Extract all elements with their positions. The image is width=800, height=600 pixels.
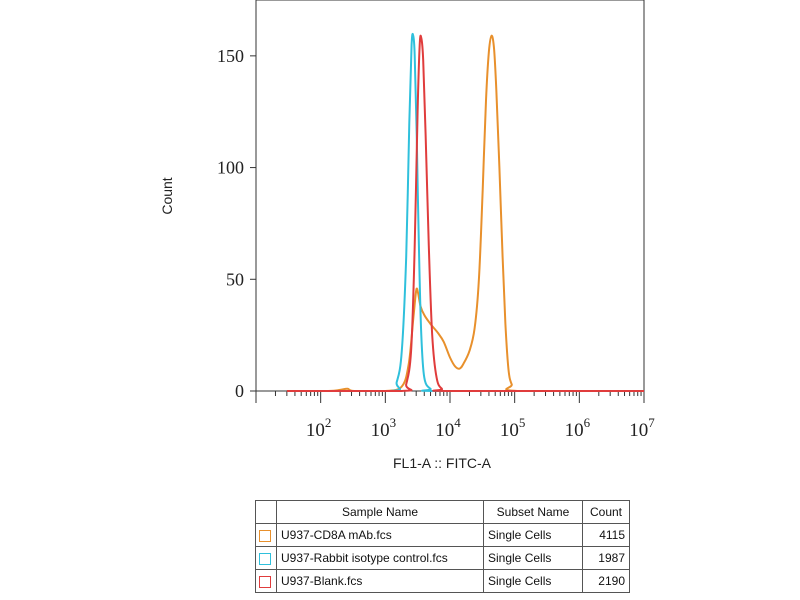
legend-header-subset-name: Subset Name	[483, 500, 583, 524]
y-tick-label: 50	[226, 269, 244, 289]
x-tick-label: 106	[565, 415, 591, 441]
y-axis: 0 50 100 150	[217, 46, 256, 401]
legend-header-row: Sample Name Subset Name Count	[255, 500, 630, 524]
color-swatch-icon	[259, 575, 271, 588]
sample-legend-table: Sample Name Subset Name Count U937-CD8A …	[255, 500, 630, 593]
y-tick-label: 100	[217, 158, 244, 178]
x-tick-label: 102	[306, 415, 332, 441]
legend-header-swatch	[255, 500, 277, 524]
plot-area-frame	[255, 0, 645, 392]
x-tick-label: 107	[629, 415, 655, 441]
y-tick-label: 150	[217, 46, 244, 66]
color-swatch-icon	[259, 529, 271, 542]
series-layer	[286, 32, 644, 393]
legend-subset-name: Single Cells	[483, 523, 583, 547]
y-tick-label: 0	[235, 381, 244, 401]
legend-swatch-cell	[255, 523, 277, 547]
legend-row: U937-Blank.fcs Single Cells 2190	[255, 569, 630, 593]
legend-count: 4115	[582, 523, 630, 547]
legend-swatch-cell	[255, 569, 277, 593]
legend-header-count: Count	[582, 500, 630, 524]
series-line-0	[286, 34, 644, 393]
legend-swatch-cell	[255, 546, 277, 570]
legend-subset-name: Single Cells	[483, 569, 583, 593]
x-tick-label: 105	[500, 415, 526, 441]
legend-row: U937-CD8A mAb.fcs Single Cells 4115	[255, 523, 630, 547]
legend-header-sample-name: Sample Name	[276, 500, 484, 524]
y-axis-label: Count	[159, 177, 175, 214]
legend-sample-name: U937-Rabbit isotype control.fcs	[276, 546, 484, 570]
x-tick-label: 104	[435, 415, 461, 441]
color-swatch-icon	[259, 552, 271, 565]
x-axis-label: FL1-A :: FITC-A	[393, 455, 492, 471]
series-line-1	[286, 32, 644, 393]
series-line-2	[286, 34, 644, 393]
legend-sample-name: U937-Blank.fcs	[276, 569, 484, 593]
legend-count: 2190	[582, 569, 630, 593]
legend-sample-name: U937-CD8A mAb.fcs	[276, 523, 484, 547]
x-tick-label: 103	[371, 415, 397, 441]
legend-row: U937-Rabbit isotype control.fcs Single C…	[255, 546, 630, 570]
x-axis: 102 103 104 105 106 107	[255, 391, 655, 441]
legend-count: 1987	[582, 546, 630, 570]
legend-subset-name: Single Cells	[483, 546, 583, 570]
